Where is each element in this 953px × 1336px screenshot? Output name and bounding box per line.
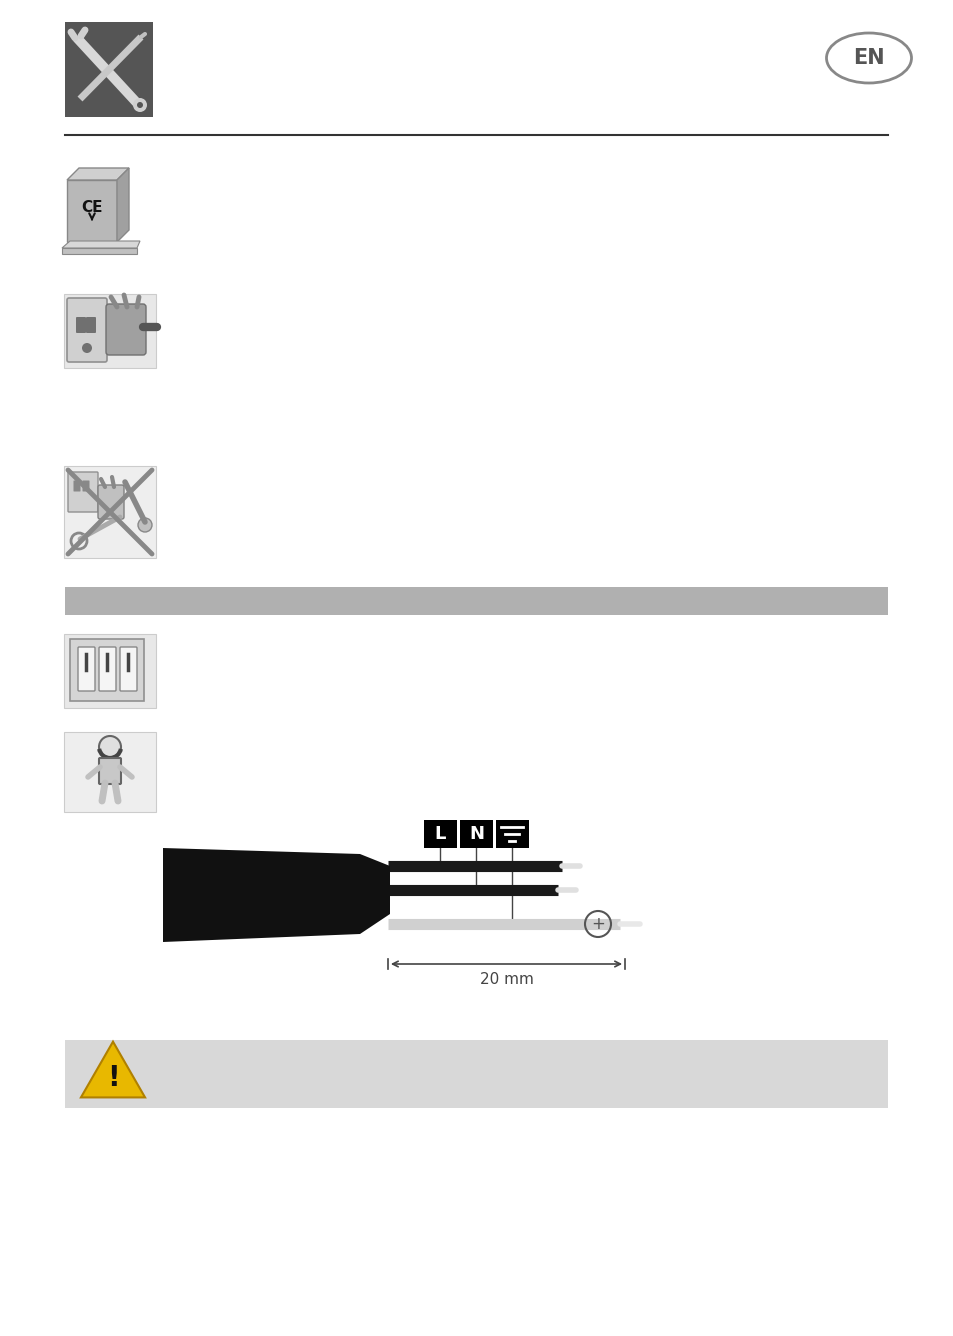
Circle shape: [138, 518, 152, 532]
FancyBboxPatch shape: [106, 305, 146, 355]
FancyBboxPatch shape: [496, 820, 529, 848]
FancyBboxPatch shape: [98, 485, 124, 518]
FancyBboxPatch shape: [423, 820, 456, 848]
Polygon shape: [163, 848, 390, 942]
FancyBboxPatch shape: [68, 472, 98, 512]
FancyBboxPatch shape: [65, 587, 887, 615]
Circle shape: [137, 102, 143, 108]
FancyBboxPatch shape: [64, 466, 156, 558]
FancyBboxPatch shape: [73, 481, 80, 492]
Text: EN: EN: [852, 48, 883, 68]
Text: 20 mm: 20 mm: [479, 973, 533, 987]
FancyBboxPatch shape: [76, 317, 86, 333]
Text: N: N: [469, 826, 483, 843]
Polygon shape: [62, 240, 140, 248]
Circle shape: [132, 98, 147, 112]
FancyBboxPatch shape: [86, 317, 96, 333]
Polygon shape: [117, 168, 129, 242]
Text: +: +: [591, 915, 604, 933]
Polygon shape: [81, 1042, 145, 1097]
FancyBboxPatch shape: [99, 647, 116, 691]
FancyBboxPatch shape: [78, 647, 95, 691]
FancyBboxPatch shape: [64, 732, 156, 812]
FancyBboxPatch shape: [65, 1039, 887, 1108]
Circle shape: [99, 736, 121, 758]
FancyBboxPatch shape: [64, 294, 156, 367]
FancyBboxPatch shape: [99, 758, 121, 784]
FancyBboxPatch shape: [120, 647, 137, 691]
FancyBboxPatch shape: [65, 21, 152, 118]
FancyBboxPatch shape: [67, 180, 117, 242]
FancyBboxPatch shape: [62, 248, 137, 254]
FancyBboxPatch shape: [82, 481, 90, 492]
FancyBboxPatch shape: [64, 635, 156, 708]
FancyBboxPatch shape: [70, 639, 144, 701]
Text: L: L: [435, 826, 446, 843]
Circle shape: [82, 343, 91, 353]
Polygon shape: [67, 168, 129, 180]
FancyBboxPatch shape: [459, 820, 493, 848]
Text: !: !: [107, 1063, 119, 1092]
Text: CE: CE: [81, 200, 103, 215]
FancyBboxPatch shape: [67, 298, 107, 362]
